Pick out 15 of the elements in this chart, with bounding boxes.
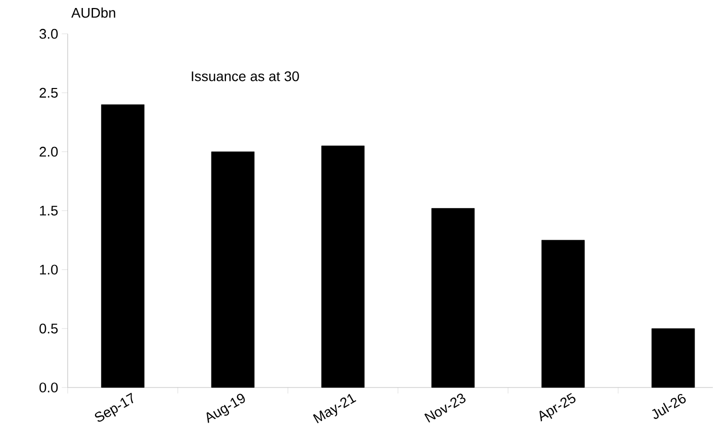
y-tick-label: 3.0 xyxy=(39,28,58,39)
bar xyxy=(321,146,365,388)
y-axis-title: AUDbn xyxy=(71,7,116,18)
y-tick-label: 2.5 xyxy=(40,88,58,98)
y-tick-label: 2.0 xyxy=(40,146,58,157)
y-tick-label: 1.5 xyxy=(40,206,58,216)
bar xyxy=(431,208,475,388)
bar xyxy=(652,328,695,388)
y-tick-label: 0.0 xyxy=(39,382,58,392)
y-tick-label: 1.0 xyxy=(40,264,58,274)
bar xyxy=(541,240,585,388)
bar xyxy=(101,104,144,388)
annotation: Issuance as at 30 xyxy=(192,71,299,82)
bar xyxy=(211,151,254,388)
y-tick-label: 0.5 xyxy=(39,324,58,334)
